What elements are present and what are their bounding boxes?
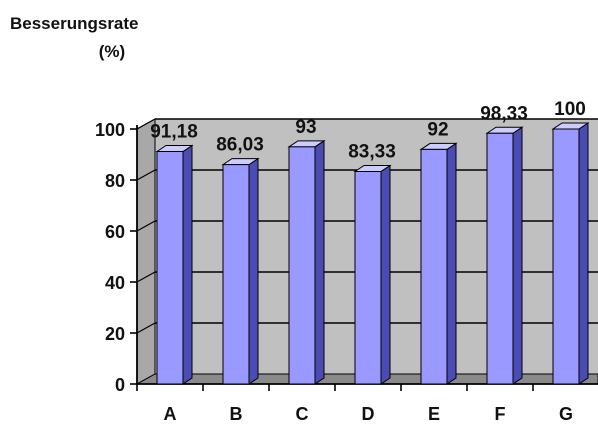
data-label-C: 93 [295, 117, 316, 138]
data-label-D: 83,33 [348, 142, 396, 163]
plot-side-wall [136, 118, 156, 385]
bar-side-E [446, 142, 457, 385]
bar-side-A [182, 144, 193, 385]
y-axis-label: Besserungsrate [10, 14, 139, 33]
y-tick-label: 40 [105, 273, 125, 293]
x-tick-label-B: B [230, 404, 243, 424]
y-axis-unit-label: (%) [98, 42, 126, 61]
data-label-A: 91,18 [150, 121, 198, 142]
data-label-E: 92 [427, 119, 448, 140]
y-tick-label: 0 [115, 375, 125, 395]
x-tick-label-G: G [559, 404, 573, 424]
x-tick-label-C: C [296, 404, 309, 424]
x-tick-label-A: A [164, 404, 177, 424]
y-tick-label: 80 [105, 171, 125, 191]
y-tick-label: 60 [105, 222, 125, 242]
bar-side-F [512, 126, 523, 385]
bar-side-B [248, 157, 259, 385]
gridline-side [136, 271, 156, 283]
x-tick-label-E: E [428, 404, 440, 424]
data-label-G: 100 [554, 99, 586, 120]
gridline-side [136, 118, 156, 130]
bar-G [552, 128, 580, 385]
data-label-F: 98,33 [480, 103, 528, 124]
bar-A [156, 150, 184, 385]
bar-E [420, 148, 448, 385]
gridline-side [136, 169, 156, 181]
bar-F [486, 132, 514, 385]
bar-side-D [380, 164, 391, 385]
bars [155, 122, 590, 385]
bar-D [354, 171, 382, 385]
x-tick-label-F: F [495, 404, 506, 424]
y-tick-label: 100 [95, 120, 125, 140]
gridline-side [136, 322, 156, 334]
bar-C [288, 146, 316, 385]
data-label-B: 86,03 [216, 135, 264, 156]
y-tick-label: 20 [105, 324, 125, 344]
labels: 0 20 40 60 80 100 91,18 A 86,03 B 93 C 83,33 D 92 E 98,3… [95, 99, 586, 424]
bar-B [222, 164, 250, 385]
bar-side-G [578, 122, 589, 385]
gridline-side [136, 220, 156, 232]
bar-side-C [314, 139, 325, 385]
x-tick-label-D: D [362, 404, 375, 424]
